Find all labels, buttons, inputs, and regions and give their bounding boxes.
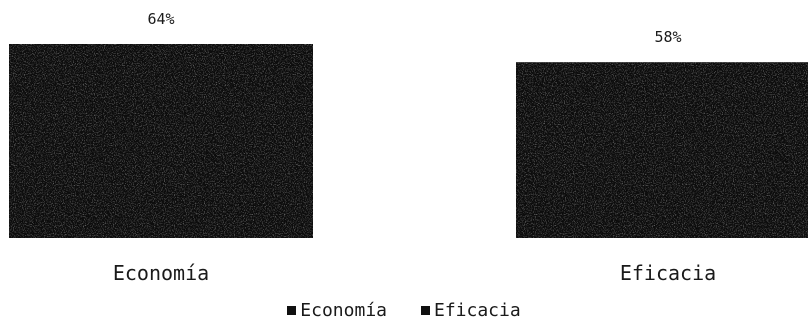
legend-swatch-economia: [287, 306, 297, 315]
bar-eficacia: [516, 62, 808, 238]
category-label-eficacia: Eficacia: [620, 261, 716, 285]
legend-item-eficacia: Eficacia: [421, 300, 521, 321]
category-label-economia: Economía: [113, 261, 209, 285]
legend-label-eficacia: Eficacia: [434, 300, 521, 321]
legend-item-economia: Economía: [287, 300, 387, 321]
bar-economia: [9, 44, 313, 238]
legend: Economía Eficacia: [0, 300, 808, 321]
data-label-economia: 64%: [147, 10, 174, 28]
legend-swatch-eficacia: [421, 306, 430, 315]
legend-label-economia: Economía: [300, 300, 387, 321]
data-label-eficacia: 58%: [654, 28, 681, 46]
